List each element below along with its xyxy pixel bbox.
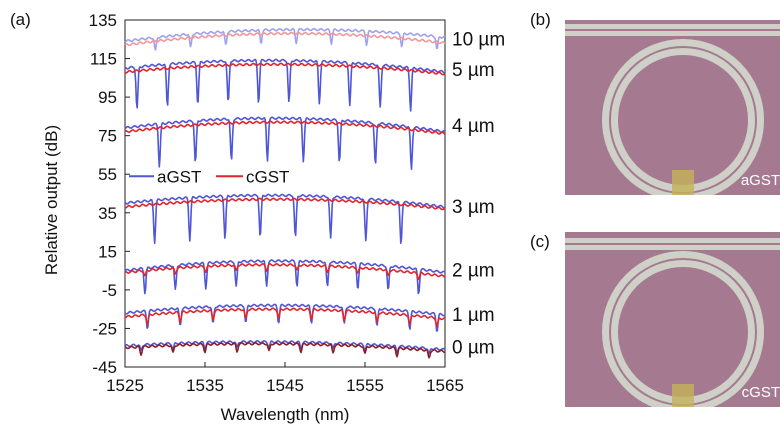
series-line-aGST-2: [124, 58, 446, 112]
gst-patch: [672, 384, 694, 407]
x-tick-label-2: 1545: [266, 376, 304, 395]
y-tick-label-9: -45: [92, 358, 117, 377]
series-line-aGST-4: [124, 116, 446, 170]
micrograph-cgst: cGST: [565, 232, 780, 407]
y-tick-label-8: -25: [92, 319, 117, 338]
series-line-cGST-1: [124, 31, 446, 47]
series-line-cGST-5: [124, 120, 446, 136]
panel-label-c: (c): [530, 232, 550, 251]
x-tick-label-0: 1525: [106, 376, 144, 395]
series-line-aGST-10: [124, 303, 446, 332]
chart-frame: [124, 19, 446, 368]
micrograph-cgst-image: [565, 232, 780, 407]
plot-area: [124, 19, 446, 368]
trace-label-4: 2 µm: [452, 261, 495, 282]
series-line-aGST-0: [124, 27, 446, 51]
chart-ticks: 1525 1535 1545 1555 1565 135 115 95 75 55 35 15 -5 -2…: [89, 11, 464, 395]
y-tick-label-0: 135: [89, 11, 117, 30]
x-tick-label-4: 1565: [426, 376, 464, 395]
y-tick-label-4: 55: [98, 165, 117, 184]
panel-label-a: (a): [10, 10, 31, 29]
trace-label-5: 1 µm: [452, 305, 495, 326]
series-line-aGST-6: [124, 193, 446, 245]
y-tick-label-1: 115: [90, 50, 117, 69]
legend-label-cgst: cGST: [246, 167, 289, 186]
y-axis-label: Relative output (dB): [42, 125, 61, 275]
x-tick-label-1: 1535: [186, 376, 224, 395]
series-line-cGST-3: [124, 62, 446, 76]
micrograph-cgst-label: cGST: [741, 384, 780, 401]
y-tick-label-5: 35: [98, 204, 117, 223]
chart-legend: aGST cGST: [129, 167, 289, 186]
y-tick-label-3: 75: [98, 127, 117, 146]
y-tick-label-7: -5: [102, 281, 117, 300]
y-tick-label-6: 15: [98, 242, 117, 261]
transmission-chart: 1525 1535 1545 1555 1565 135 115 95 75 55 35 15 -5 -2…: [42, 11, 505, 424]
series-line-cGST-7: [124, 197, 446, 211]
micrograph-agst: aGST: [565, 20, 780, 195]
trace-label-6: 0 µm: [452, 338, 495, 359]
trace-label-1: 5 µm: [452, 60, 495, 81]
chart-traces: [124, 27, 446, 359]
x-axis-label: Wavelength (nm): [221, 405, 350, 424]
micrograph-agst-label: aGST: [740, 172, 780, 189]
series-line-aGST-8: [124, 259, 446, 295]
series-line-cGST-11: [124, 307, 446, 328]
trace-label-0: 10 µm: [452, 29, 505, 50]
panel-label-b: (b): [530, 10, 551, 29]
micrograph-agst-image: [565, 20, 780, 195]
series-line-cGST-13: [124, 341, 446, 359]
y-tick-label-2: 95: [98, 88, 117, 107]
chart-trace-labels: 10 µm 5 µm 4 µm 3 µm 2 µm 1 µm 0 µm: [452, 29, 505, 358]
legend-label-agst: aGST: [157, 167, 201, 186]
trace-label-3: 3 µm: [452, 197, 495, 218]
trace-label-2: 4 µm: [452, 116, 495, 137]
series-line-cGST-9: [125, 262, 446, 281]
x-tick-label-3: 1555: [346, 376, 384, 395]
gst-patch: [672, 170, 694, 195]
